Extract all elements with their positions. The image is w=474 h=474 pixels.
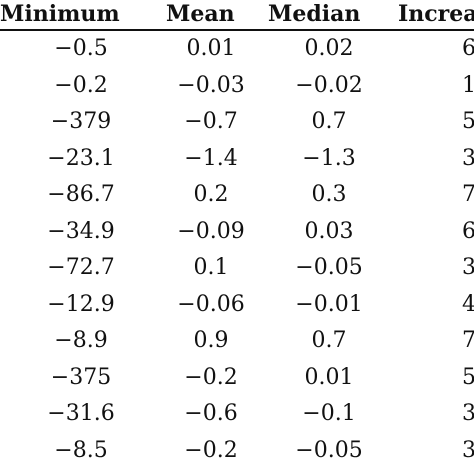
cell-minimum: −379 [50, 109, 112, 134]
cell-mean: −0.7 [184, 109, 238, 134]
cell-minimum: −23.1 [47, 145, 115, 171]
cell-increase: 6 [462, 218, 474, 244]
cell-median: 0.3 [311, 182, 347, 207]
cell-minimum: −0.5 [54, 36, 108, 61]
cell-minimum: −0.2 [54, 72, 108, 98]
cell-mean: −0.6 [184, 401, 238, 426]
cell-mean: −0.2 [184, 437, 238, 463]
header-median: Median [268, 1, 361, 27]
cell-mean: −0.09 [177, 218, 245, 244]
table-row: −86.7 0.2 0.3 7 [0, 177, 474, 213]
cell-median: −0.01 [295, 291, 363, 317]
cell-mean: 0.2 [193, 182, 229, 207]
table-row: −379 −0.7 0.7 5 [0, 104, 474, 140]
cell-increase: 3 [462, 437, 474, 463]
cell-increase: 3 [462, 401, 474, 426]
cell-minimum: −375 [50, 364, 112, 390]
cell-minimum: −34.9 [47, 218, 115, 244]
header-mean: Mean [166, 1, 235, 27]
table-row: −23.1 −1.4 −1.3 3 [0, 141, 474, 177]
table-row: −72.7 0.1 −0.05 3 [0, 250, 474, 286]
cell-increase: 7 [462, 328, 474, 353]
table-row: −12.9 −0.06 −0.01 4 [0, 287, 474, 323]
cell-minimum: −12.9 [47, 291, 115, 317]
cell-increase: 3 [462, 145, 474, 171]
table-row: −0.2 −0.03 −0.02 1 [0, 68, 474, 104]
cell-minimum: −72.7 [47, 255, 115, 280]
table-row: −8.5 −0.2 −0.05 3 [0, 433, 474, 469]
table-header-row: Minimum Mean Median Increa [0, 0, 474, 30]
table-row: −8.9 0.9 0.7 7 [0, 323, 474, 359]
cell-minimum: −8.9 [54, 328, 108, 353]
cell-median: 0.02 [304, 36, 354, 61]
cell-mean: −0.03 [177, 72, 245, 98]
header-increase: Increa [398, 1, 474, 27]
cell-median: −0.05 [295, 437, 363, 463]
cell-increase: 6 [462, 36, 474, 61]
cell-median: −1.3 [302, 145, 356, 171]
cell-mean: 0.9 [193, 328, 229, 353]
cell-increase: 5 [462, 364, 474, 390]
cell-mean: −0.2 [184, 364, 238, 390]
cell-median: 0.03 [304, 218, 354, 244]
cell-minimum: −31.6 [47, 401, 115, 426]
cell-minimum: −8.5 [54, 437, 108, 463]
cell-median: −0.05 [295, 255, 363, 280]
cell-minimum: −86.7 [47, 182, 115, 207]
cell-median: −0.1 [302, 401, 356, 426]
header-rule [0, 29, 474, 31]
cell-median: 0.7 [311, 109, 347, 134]
cell-increase: 7 [462, 182, 474, 207]
table-row: −0.5 0.01 0.02 6 [0, 31, 474, 67]
cell-mean: 0.01 [186, 36, 236, 61]
cell-increase: 5 [462, 109, 474, 134]
cell-median: 0.01 [304, 364, 354, 390]
table-row: −375 −0.2 0.01 5 [0, 360, 474, 396]
table-row: −34.9 −0.09 0.03 6 [0, 214, 474, 250]
cell-increase: 4 [462, 291, 474, 317]
header-minimum: Minimum [0, 1, 120, 27]
cell-mean: −1.4 [184, 145, 238, 171]
cell-mean: 0.1 [193, 255, 229, 280]
table-row: −31.6 −0.6 −0.1 3 [0, 396, 474, 432]
cell-median: 0.7 [311, 328, 347, 353]
cell-increase: 1 [462, 72, 474, 98]
cell-mean: −0.06 [177, 291, 245, 317]
cell-median: −0.02 [295, 72, 363, 98]
cell-increase: 3 [462, 255, 474, 280]
